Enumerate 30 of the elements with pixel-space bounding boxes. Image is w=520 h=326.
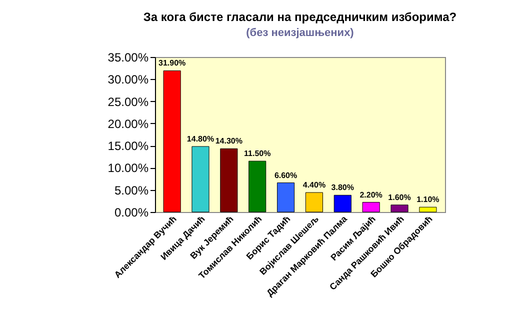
- data-label: 4.40%: [302, 180, 326, 190]
- y-tick-label: 30.00%: [108, 72, 149, 87]
- data-label: 1.10%: [416, 195, 440, 204]
- bar: [248, 160, 266, 212]
- bar: [277, 182, 295, 212]
- data-label: 31.90%: [158, 58, 186, 68]
- data-label: 14.30%: [215, 136, 242, 146]
- chart-subtitle: (без неизјашњених): [246, 27, 354, 39]
- y-tick-label: 15.00%: [108, 139, 149, 154]
- y-tick-label: 5.00%: [114, 183, 149, 198]
- bar: [419, 206, 437, 212]
- bar: [362, 202, 380, 212]
- bar: [163, 70, 181, 212]
- data-label: 14.80%: [186, 134, 214, 144]
- y-tick-label: 10.00%: [108, 161, 149, 176]
- data-label: 6.60%: [274, 170, 298, 180]
- y-tick-label: 35.00%: [108, 50, 149, 64]
- bar: [334, 194, 352, 212]
- bar: [390, 204, 408, 212]
- bar: [192, 146, 210, 212]
- data-label: 1.60%: [388, 192, 411, 202]
- y-tick-label: 20.00%: [108, 116, 149, 131]
- data-label: 3.80%: [331, 183, 354, 192]
- y-tick-label: 0.00%: [114, 206, 149, 220]
- chart-title: За кога бисте гласали на председничким изборима?: [143, 10, 457, 24]
- data-label: 2.20%: [360, 190, 382, 200]
- y-tick-label: 25.00%: [108, 94, 149, 109]
- bar: [220, 148, 238, 212]
- data-label: 11.50%: [244, 149, 271, 158]
- bar: [305, 192, 323, 212]
